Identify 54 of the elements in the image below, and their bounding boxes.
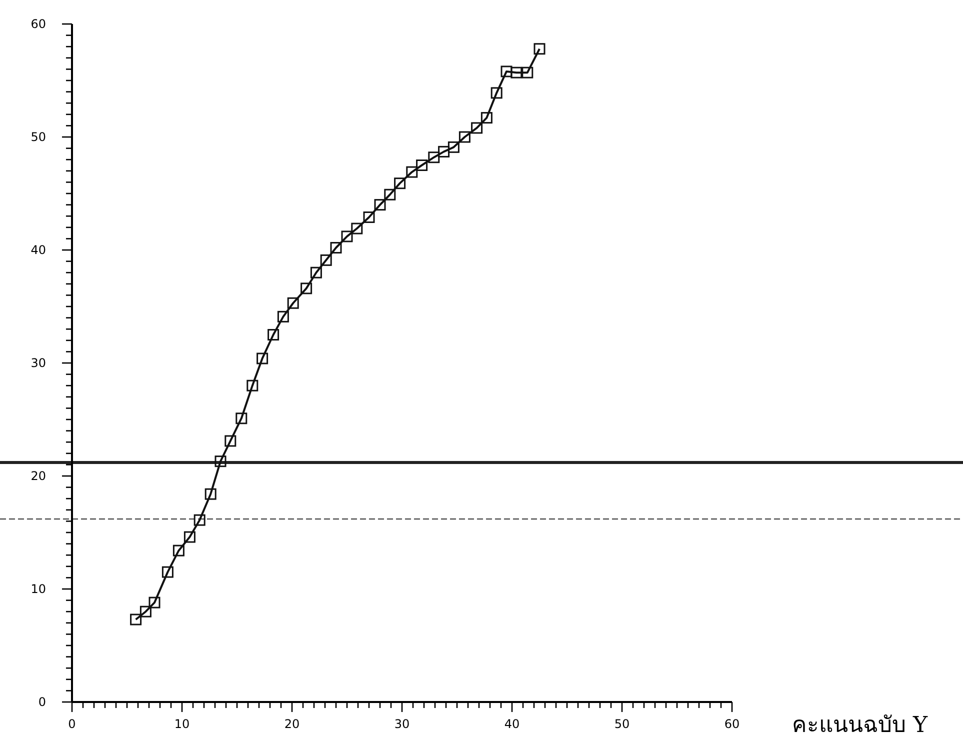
point xyxy=(330,242,342,254)
point xyxy=(416,160,428,171)
x-tick-label: 40 xyxy=(504,717,520,731)
point xyxy=(448,141,460,153)
point xyxy=(458,131,470,143)
y-tick-label: 50 xyxy=(30,130,46,144)
point xyxy=(184,531,196,543)
x-tick-label: 10 xyxy=(174,717,190,731)
point xyxy=(522,66,534,78)
y-tick-label: 20 xyxy=(30,469,46,483)
point xyxy=(300,282,312,294)
point xyxy=(256,352,268,364)
x-axis-title: คะแนนฉบับ Y xyxy=(792,713,928,738)
point xyxy=(510,66,522,78)
point xyxy=(490,87,502,99)
y-tick-label: 30 xyxy=(30,356,46,370)
point xyxy=(384,188,396,200)
point xyxy=(534,43,546,55)
x-tick-label: 30 xyxy=(394,717,410,731)
point xyxy=(471,122,483,134)
point xyxy=(172,544,184,556)
point xyxy=(500,66,512,78)
y-tick-label: 10 xyxy=(30,582,46,596)
y-tick-label: 0 xyxy=(38,695,46,709)
point xyxy=(268,329,280,340)
point xyxy=(148,596,160,608)
point xyxy=(363,211,375,223)
point xyxy=(194,514,206,526)
x-tick-label: 20 xyxy=(284,717,300,731)
point xyxy=(480,112,492,124)
point xyxy=(277,310,289,322)
point xyxy=(236,412,248,424)
point xyxy=(246,380,258,392)
y-tick-label: 40 xyxy=(30,243,46,257)
x-tick-label: 60 xyxy=(724,717,740,731)
x-tick-label: 0 xyxy=(68,717,76,731)
point xyxy=(351,222,363,234)
point xyxy=(130,614,142,626)
point xyxy=(310,266,322,278)
point xyxy=(224,435,236,447)
point xyxy=(394,178,406,190)
point xyxy=(320,254,332,266)
point xyxy=(287,297,299,309)
point xyxy=(406,166,418,178)
point xyxy=(204,488,216,500)
point xyxy=(374,199,386,211)
point xyxy=(214,456,226,468)
point xyxy=(140,606,152,618)
point xyxy=(428,152,440,164)
x-tick-label: 50 xyxy=(614,717,630,731)
point xyxy=(162,566,174,578)
point xyxy=(438,146,450,158)
point xyxy=(341,230,353,242)
y-tick-label: 60 xyxy=(30,17,46,31)
